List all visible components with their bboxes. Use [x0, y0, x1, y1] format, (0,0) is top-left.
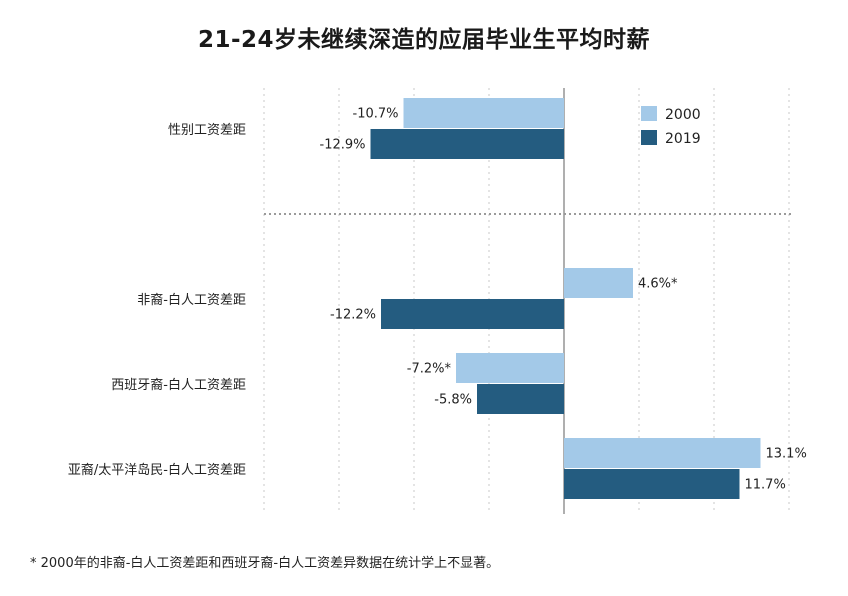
legend-swatch-2000 — [641, 106, 657, 121]
category-label: 西班牙裔-白人工资差距 — [111, 377, 246, 393]
bar-2019 — [477, 384, 564, 414]
bar-2019 — [564, 469, 740, 499]
bar-2000 — [564, 438, 761, 468]
data-label: 13.1% — [766, 447, 807, 462]
bar-2000 — [456, 353, 564, 383]
data-label: -7.2%* — [407, 362, 452, 377]
bar-2000 — [564, 268, 633, 298]
category-label: 亚裔/太平洋岛民-白人工资差距 — [68, 462, 246, 478]
bar-2019 — [370, 129, 564, 159]
legend-swatch-2019 — [641, 130, 657, 145]
category-label: 非裔-白人工资差距 — [137, 292, 246, 308]
data-label: -10.7% — [353, 107, 399, 122]
data-label: 11.7% — [745, 478, 786, 493]
data-label: -12.2% — [330, 308, 376, 323]
bar-2019 — [381, 299, 564, 329]
footnote: * 2000年的非裔-白人工资差距和西班牙裔-白人工资差异数据在统计学上不显著。 — [30, 556, 500, 571]
data-label: -5.8% — [434, 393, 472, 408]
category-label: 性别工资差距 — [168, 123, 246, 138]
chart-title: 21-24岁未继续深造的应届毕业生平均时薪 — [197, 27, 651, 53]
data-label: -12.9% — [320, 138, 366, 153]
data-label: 4.6%* — [638, 277, 678, 292]
legend-label-2019: 2019 — [665, 131, 701, 147]
bar-2000 — [403, 98, 564, 128]
legend-label-2000: 2000 — [665, 107, 701, 123]
